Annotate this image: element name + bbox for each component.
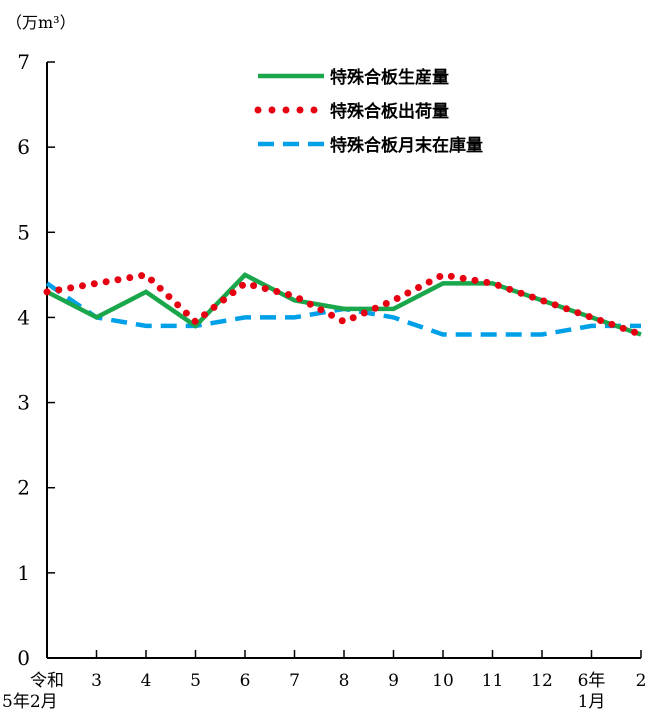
x-tick-label: 11 xyxy=(482,671,504,691)
y-tick-label: 7 xyxy=(17,50,30,74)
x-tick-label: 3 xyxy=(91,671,102,691)
y-tick-label: 6 xyxy=(17,135,30,159)
x-tick-label: 12 xyxy=(531,671,553,691)
y-tick-label: 1 xyxy=(17,561,30,585)
x-tick-label: 6年 xyxy=(578,671,606,691)
legend-label-2: 特殊合板出荷量 xyxy=(330,101,449,122)
unit-label: （万m³） xyxy=(6,13,76,32)
x-tick-label: 10 xyxy=(432,671,454,691)
y-tick-label: 3 xyxy=(17,391,30,415)
y-tick-label: 5 xyxy=(17,220,30,244)
x-tick-label: 6 xyxy=(240,671,251,691)
series-line-2 xyxy=(43,271,645,338)
legend-label-3: 特殊合板月末在庫量 xyxy=(330,135,483,156)
series-group xyxy=(43,271,645,338)
x-tick-label: 4 xyxy=(141,671,152,691)
y-tick-label: 0 xyxy=(17,646,30,670)
x-tick-label: 9 xyxy=(388,671,399,691)
legend-label-1: 特殊合板生産量 xyxy=(330,67,449,88)
x-tick-label: 5 xyxy=(190,671,201,691)
x-tick-label: 7 xyxy=(289,671,300,691)
y-tick-label: 2 xyxy=(17,476,30,500)
x-tick-label: 1月 xyxy=(578,692,606,712)
x-tick-label: 5年2月 xyxy=(2,692,58,712)
y-axis-ticks: 0 1 2 3 4 5 6 7 xyxy=(17,50,55,670)
x-tick-label: 令和 xyxy=(30,671,64,691)
x-tick-label: 2 xyxy=(636,671,647,691)
x-tick-label: 8 xyxy=(339,671,350,691)
y-tick-label: 4 xyxy=(17,305,30,329)
